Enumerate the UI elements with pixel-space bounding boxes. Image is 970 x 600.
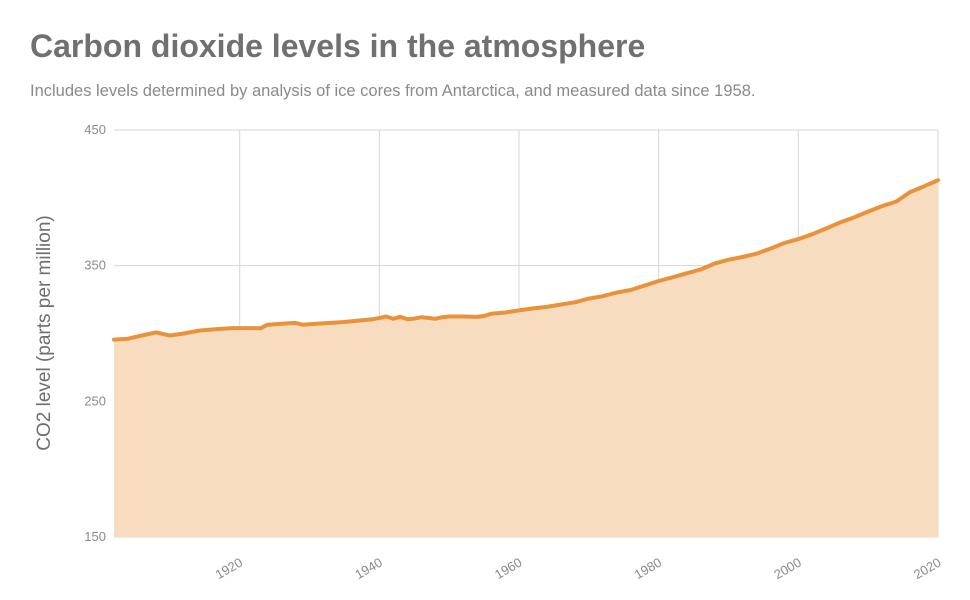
co2-series-line bbox=[112, 178, 940, 342]
x-tick-label: 1960 bbox=[492, 555, 525, 582]
x-tick-label: 1980 bbox=[632, 555, 665, 582]
y-tick-label: 350 bbox=[84, 258, 106, 273]
x-tick-label: 1940 bbox=[352, 555, 385, 582]
x-tick-label: 1920 bbox=[213, 555, 246, 582]
x-tick-label: 2000 bbox=[771, 555, 804, 582]
chart-subtitle: Includes levels determined by analysis o… bbox=[30, 82, 756, 100]
y-axis-ticks: 150 250 350 450 bbox=[84, 122, 106, 544]
co2-area-fill bbox=[114, 180, 938, 537]
x-tick-label: 2020 bbox=[911, 555, 944, 582]
y-axis-label: CO2 level (parts per million) bbox=[34, 215, 55, 450]
chart-title: Carbon dioxide levels in the atmosphere bbox=[30, 28, 646, 64]
x-axis-ticks: 1920 1940 1960 1980 2000 2020 bbox=[213, 555, 944, 582]
y-tick-label: 450 bbox=[84, 122, 106, 137]
y-tick-label: 150 bbox=[84, 529, 106, 544]
y-tick-label: 250 bbox=[84, 393, 106, 408]
